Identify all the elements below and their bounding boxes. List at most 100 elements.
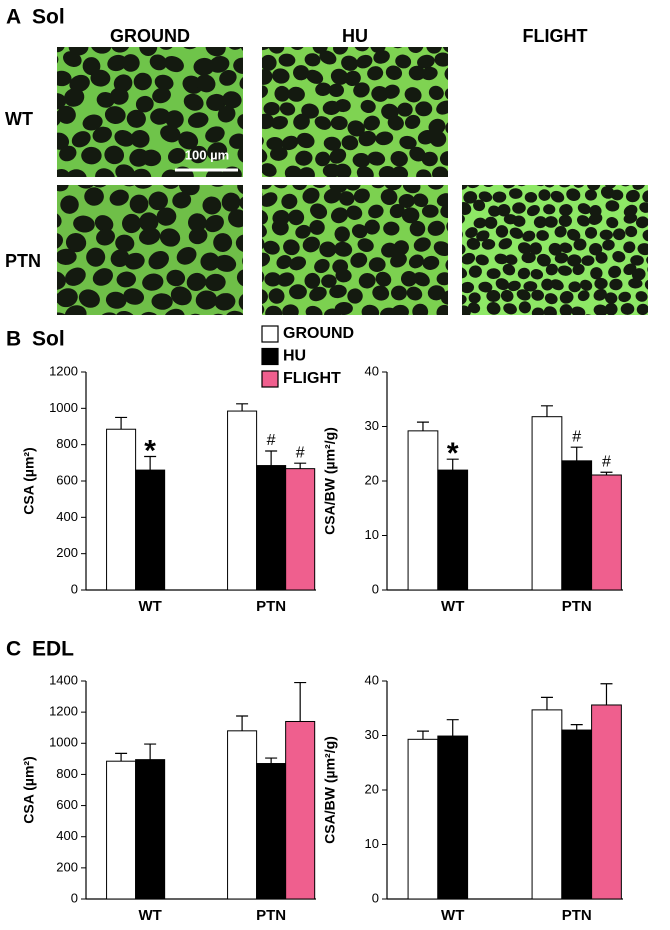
fiber bbox=[237, 113, 243, 131]
x-tick-label: WT bbox=[441, 907, 464, 924]
fiber bbox=[335, 268, 352, 283]
fiber bbox=[478, 281, 493, 293]
fiber bbox=[538, 189, 551, 201]
y-tick-label: 0 bbox=[372, 581, 379, 596]
fiber bbox=[565, 162, 579, 173]
fiber bbox=[141, 149, 162, 167]
fiber bbox=[122, 213, 142, 234]
micrograph bbox=[262, 18, 448, 177]
fiber bbox=[387, 115, 404, 131]
fiber bbox=[346, 205, 363, 220]
error-bar bbox=[115, 416, 128, 430]
fiber bbox=[130, 129, 150, 148]
fiber bbox=[319, 241, 337, 258]
fiber bbox=[529, 242, 542, 255]
fiber bbox=[608, 265, 622, 279]
fiber bbox=[370, 47, 386, 54]
fiber bbox=[571, 306, 586, 315]
fiber bbox=[221, 192, 241, 212]
fiber bbox=[604, 292, 618, 304]
fiber bbox=[154, 74, 174, 91]
error-bar bbox=[600, 683, 613, 705]
fiber bbox=[167, 147, 186, 164]
fiber bbox=[361, 304, 380, 315]
fiber bbox=[170, 286, 192, 306]
error-bar bbox=[115, 752, 128, 762]
fiber bbox=[69, 74, 90, 93]
fiber bbox=[577, 290, 590, 302]
fiber bbox=[642, 317, 658, 331]
fiber bbox=[277, 272, 295, 287]
fiber bbox=[335, 99, 351, 113]
fiber bbox=[280, 18, 302, 39]
fiber bbox=[630, 255, 644, 266]
fiber bbox=[330, 207, 349, 224]
fiber bbox=[262, 113, 275, 130]
fiber bbox=[583, 164, 598, 177]
bar-chart: 0 200 400 600 800 1000 1200 1400 CSA (µm²) WT PTN bbox=[21, 672, 316, 924]
fiber bbox=[209, 56, 230, 73]
fiber bbox=[28, 190, 53, 213]
fiber bbox=[262, 54, 277, 71]
fiber bbox=[642, 190, 648, 203]
fiber bbox=[378, 165, 396, 177]
fiber bbox=[383, 221, 400, 236]
fiber bbox=[334, 226, 350, 242]
fiber bbox=[35, 154, 60, 176]
y-tick-label: 200 bbox=[56, 545, 78, 560]
fiber bbox=[315, 19, 337, 40]
bar bbox=[437, 469, 469, 591]
panel-letter: B bbox=[6, 328, 21, 351]
fiber bbox=[20, 73, 46, 97]
fiber bbox=[479, 167, 492, 178]
fiber bbox=[567, 228, 581, 241]
fiber bbox=[210, 12, 234, 36]
fiber bbox=[383, 84, 400, 99]
y-tick-label: 200 bbox=[56, 859, 78, 874]
panel-letter: A bbox=[6, 6, 21, 29]
fiber bbox=[526, 205, 540, 217]
y-tick-label: 30 bbox=[365, 727, 379, 742]
fiber bbox=[279, 102, 296, 116]
fiber bbox=[148, 251, 169, 270]
bar bbox=[135, 759, 166, 900]
fiber bbox=[109, 189, 129, 206]
fiber bbox=[293, 65, 310, 81]
fiber bbox=[402, 185, 421, 194]
fiber bbox=[503, 303, 517, 315]
bar bbox=[437, 735, 469, 900]
panel-title: EDL bbox=[32, 638, 74, 661]
micrograph bbox=[262, 185, 448, 315]
fiber bbox=[237, 185, 243, 195]
fiber bbox=[523, 281, 538, 292]
fiber bbox=[397, 102, 413, 117]
fiber bbox=[467, 185, 481, 189]
fiber bbox=[71, 131, 91, 148]
fiber bbox=[176, 246, 197, 265]
fiber bbox=[558, 214, 572, 227]
fiber bbox=[81, 146, 102, 165]
scale-bar-label: 100 µm bbox=[185, 147, 229, 162]
fiber bbox=[432, 166, 448, 177]
fiber bbox=[462, 243, 466, 256]
error-bar bbox=[446, 719, 459, 737]
fiber bbox=[334, 241, 353, 257]
fiber bbox=[609, 278, 623, 291]
fiber bbox=[652, 240, 665, 252]
error-bar bbox=[416, 730, 429, 740]
fiber bbox=[522, 318, 537, 332]
fiber bbox=[545, 263, 558, 276]
fiber bbox=[428, 85, 444, 101]
fiber bbox=[323, 136, 342, 151]
fiber bbox=[268, 288, 285, 304]
fiber bbox=[262, 252, 271, 267]
fiber bbox=[356, 166, 374, 177]
fiber bbox=[304, 53, 321, 67]
bar bbox=[531, 709, 563, 900]
fiber bbox=[509, 188, 523, 199]
fiber bbox=[214, 293, 236, 311]
fiber bbox=[268, 47, 285, 54]
fiber bbox=[623, 241, 636, 254]
fiber bbox=[265, 305, 283, 315]
fiber bbox=[271, 219, 289, 236]
